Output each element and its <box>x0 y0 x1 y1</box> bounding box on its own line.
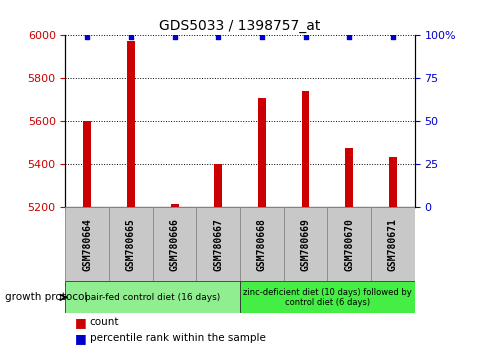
Text: GSM780670: GSM780670 <box>344 218 353 271</box>
Text: ■: ■ <box>75 316 87 329</box>
Bar <box>65 281 240 313</box>
Bar <box>170 204 178 207</box>
Bar <box>196 207 240 281</box>
Bar <box>127 41 135 207</box>
Point <box>83 34 91 40</box>
Bar <box>283 207 327 281</box>
Point <box>345 34 352 40</box>
Point <box>170 34 178 40</box>
Text: pair-fed control diet (16 days): pair-fed control diet (16 days) <box>85 293 220 302</box>
Bar <box>257 98 265 207</box>
Text: GSM780666: GSM780666 <box>169 218 179 271</box>
Bar <box>327 207 370 281</box>
Text: GSM780664: GSM780664 <box>82 218 92 271</box>
Bar <box>345 148 352 207</box>
Text: growth protocol: growth protocol <box>5 292 87 302</box>
Bar <box>65 207 109 281</box>
Bar <box>240 281 414 313</box>
Point <box>301 34 309 40</box>
Point <box>257 34 265 40</box>
Bar <box>301 91 309 207</box>
Bar <box>152 207 196 281</box>
Text: GSM780671: GSM780671 <box>387 218 397 271</box>
Bar <box>214 164 222 207</box>
Text: zinc-deficient diet (10 days) followed by
control diet (6 days): zinc-deficient diet (10 days) followed b… <box>242 288 411 307</box>
Text: GSM780665: GSM780665 <box>126 218 136 271</box>
Bar <box>240 207 283 281</box>
Bar <box>370 207 414 281</box>
Title: GDS5033 / 1398757_at: GDS5033 / 1398757_at <box>159 19 320 33</box>
Text: count: count <box>90 317 119 327</box>
Point <box>214 34 222 40</box>
Bar <box>83 121 91 207</box>
Text: ■: ■ <box>75 332 87 344</box>
Bar <box>388 157 396 207</box>
Text: GSM780669: GSM780669 <box>300 218 310 271</box>
Text: GSM780667: GSM780667 <box>213 218 223 271</box>
Point <box>127 34 135 40</box>
Text: percentile rank within the sample: percentile rank within the sample <box>90 333 265 343</box>
Point <box>388 34 396 40</box>
Text: GSM780668: GSM780668 <box>257 218 266 271</box>
Bar <box>109 207 152 281</box>
